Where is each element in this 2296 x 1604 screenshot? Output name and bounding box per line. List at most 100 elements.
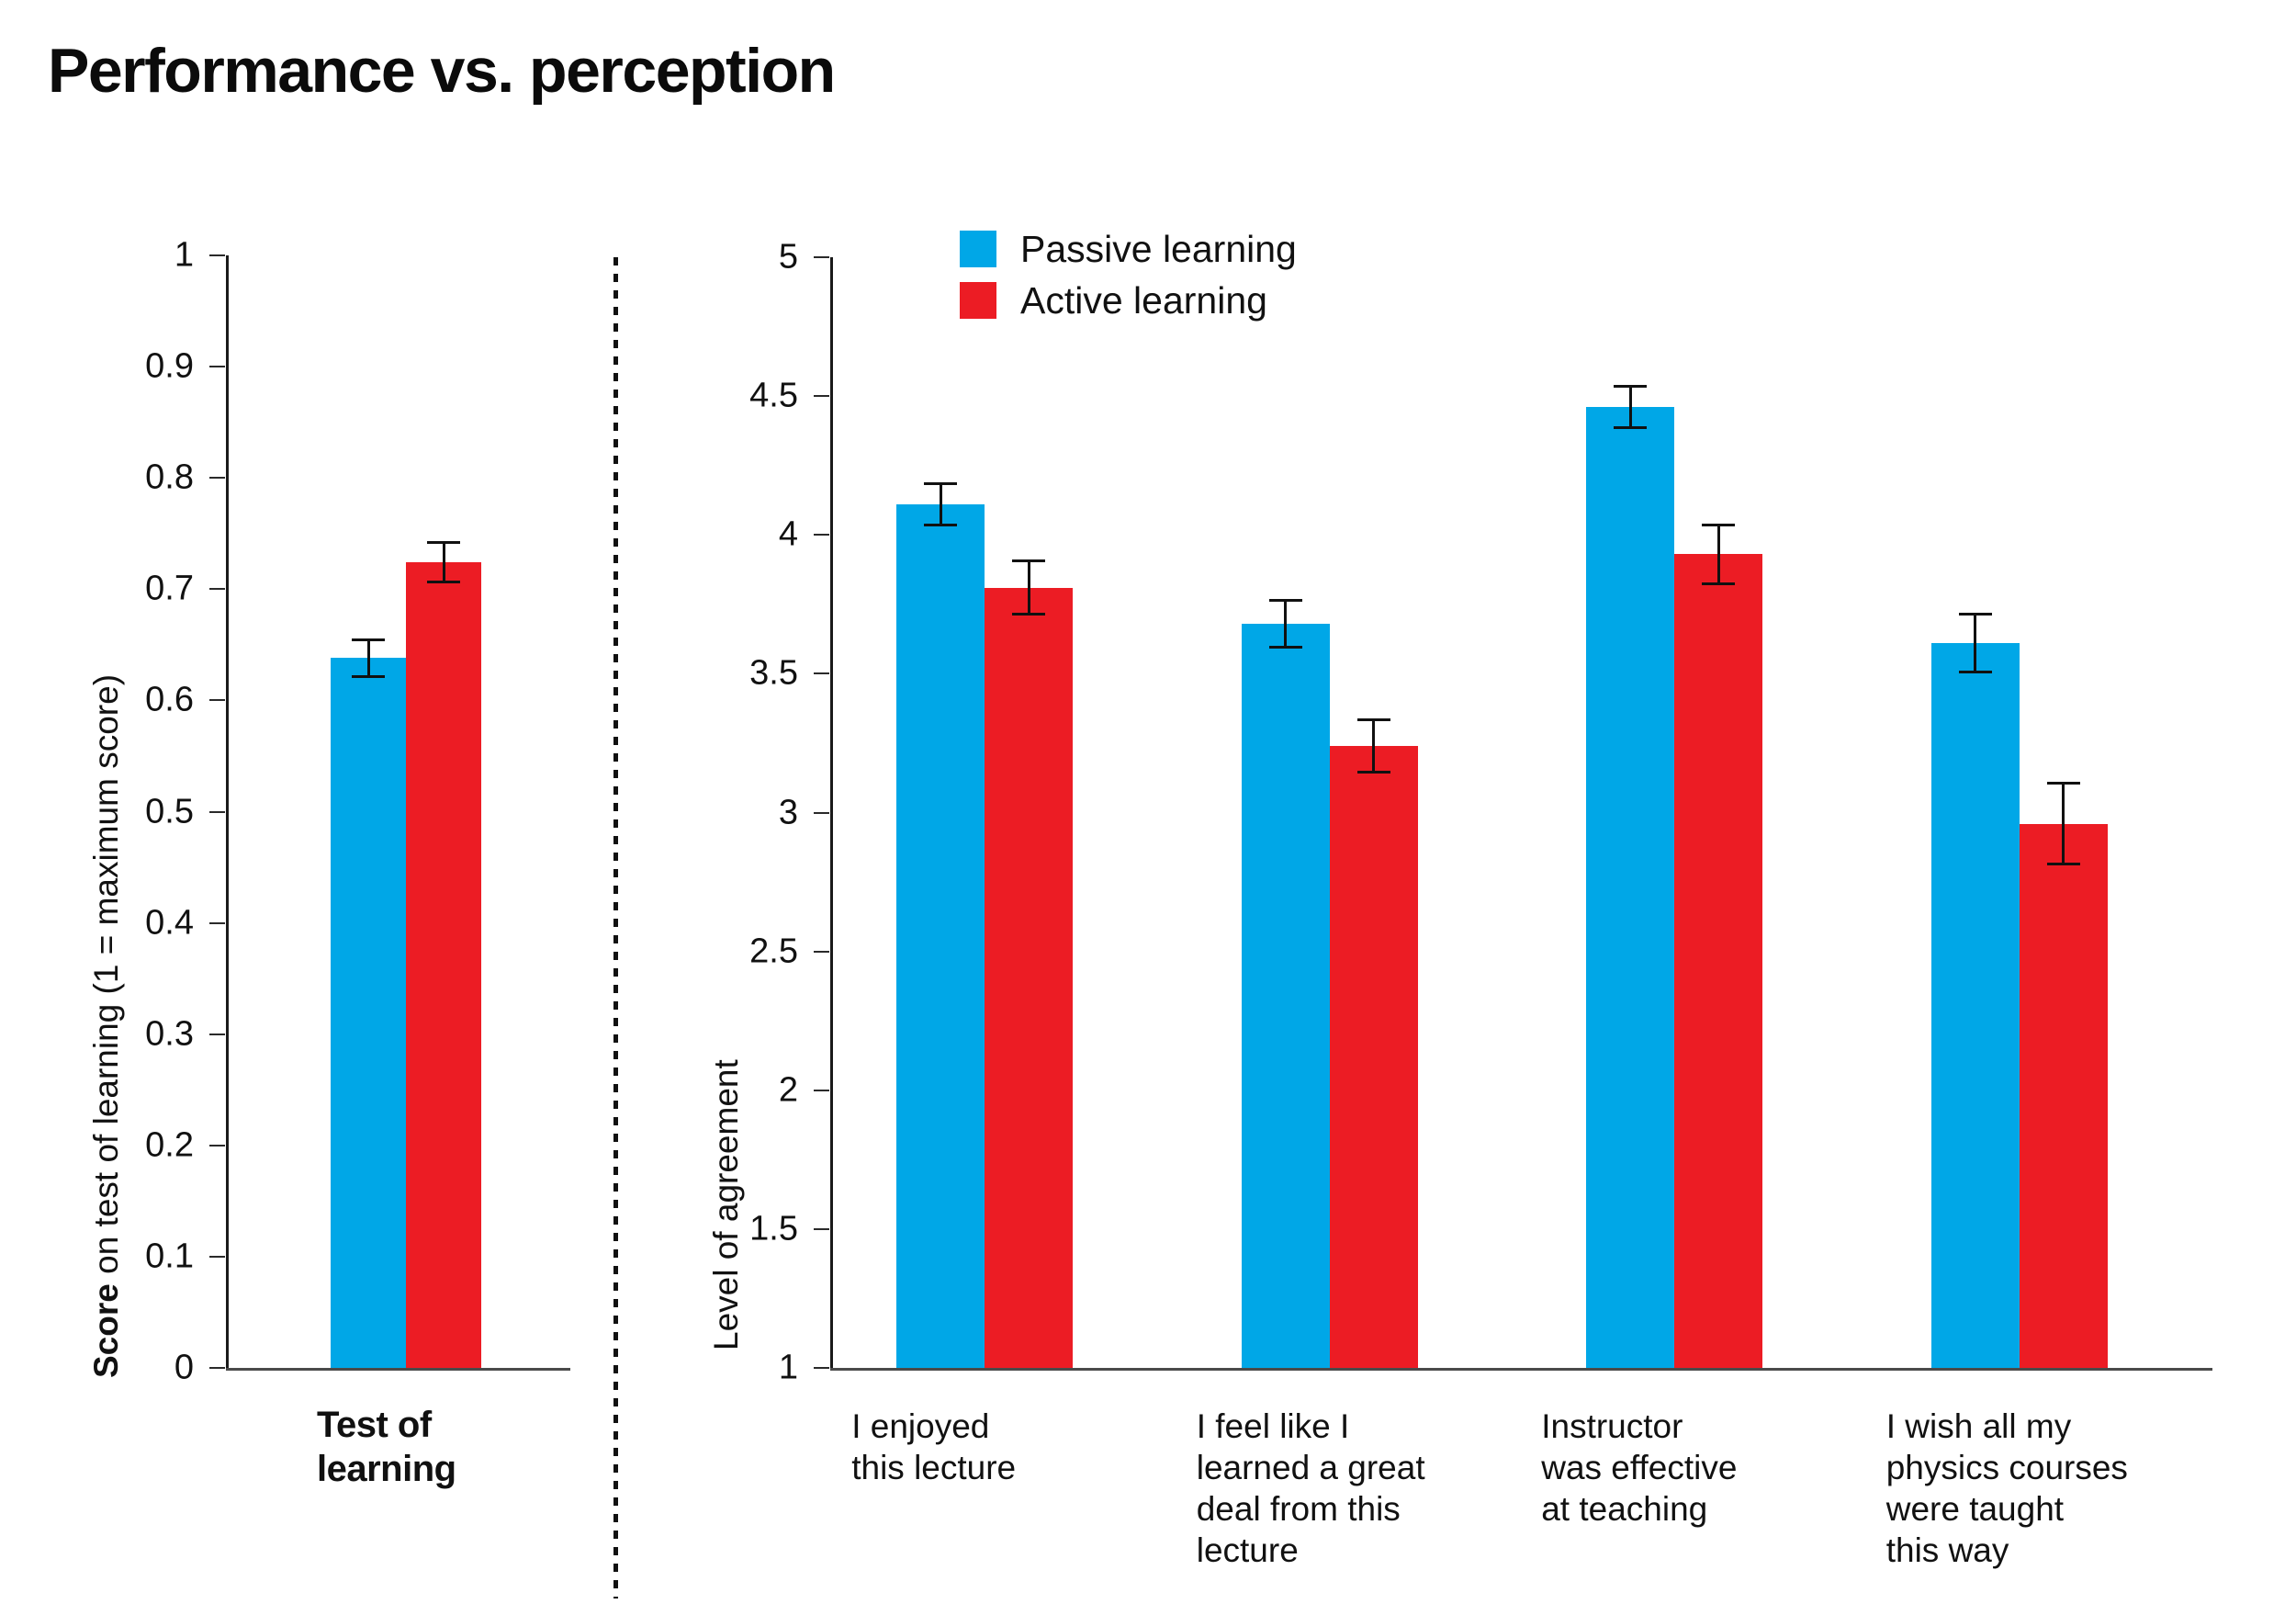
y-tick-mark (209, 477, 225, 480)
left-bar-group (229, 255, 570, 1368)
error-bar-cap-bottom (2046, 862, 2080, 865)
error-bar (1346, 717, 1401, 774)
y-tick-label: 2 (778, 1070, 798, 1110)
error-bar-cap-bottom (427, 581, 461, 584)
category-line: learned a great (1196, 1449, 1425, 1487)
y-tick-label: 0.7 (145, 569, 194, 608)
page-title: Performance vs. perception (48, 36, 836, 106)
error-bar-stem (1372, 717, 1376, 774)
error-bar-cap-bottom (924, 524, 958, 527)
y-tick-mark (209, 1033, 225, 1035)
error-bar-stem (2062, 782, 2065, 865)
y-tick-label: 0 (174, 1348, 194, 1387)
error-bar-stem (1974, 612, 1977, 674)
category-line: this lecture (851, 1449, 1017, 1487)
error-bar-cap-top (1614, 385, 1648, 389)
y-tick-mark (209, 366, 225, 368)
y-tick-mark (814, 1367, 829, 1369)
error-bar-stem (939, 481, 942, 527)
right-y-axis-line (830, 257, 833, 1371)
right-x-axis-line (830, 1368, 2212, 1371)
bar-active (1674, 554, 1763, 1368)
y-tick-mark (209, 1144, 225, 1147)
bar-active (985, 587, 1074, 1368)
error-bar (1258, 598, 1313, 650)
bar-passive (1586, 407, 1675, 1368)
y-tick-label: 1 (778, 1348, 798, 1387)
bar-active (2019, 823, 2108, 1368)
y-tick-mark (209, 699, 225, 702)
bar-passive (896, 504, 985, 1368)
left-y-axis-title-rest: on test of learning (1 = maximum score) (87, 673, 125, 1284)
legend-label-passive: Passive learning (1020, 227, 1297, 270)
y-tick-label: 1.5 (749, 1209, 798, 1248)
category-line: I enjoyed (851, 1407, 990, 1445)
left-y-axis-title-strong: Score (87, 1283, 125, 1378)
bar-passive (1241, 623, 1330, 1368)
y-tick-label: 3 (778, 793, 798, 831)
right-bar-group (833, 257, 2212, 1368)
y-tick-mark (209, 254, 225, 256)
panel-divider (613, 257, 618, 1598)
error-bar-cap-top (1356, 717, 1390, 721)
right-x-category-label: I enjoyed this lecture (851, 1406, 1154, 1488)
error-bar-cap-bottom (1958, 671, 1992, 674)
error-bar (913, 481, 968, 527)
bar-passive (331, 658, 407, 1368)
error-bar-cap-bottom (1012, 612, 1046, 616)
y-tick-mark (209, 1367, 225, 1369)
bar-active (406, 562, 482, 1368)
left-chart-panel: 0 0.1 0.2 0.3 0.4 0.5 0.6 0.7 0.8 0.9 1 Score on t… (0, 0, 643, 1604)
chart-legend: Passive learning Active learning (960, 228, 1297, 331)
category-line: was effective (1541, 1449, 1738, 1487)
legend-swatch-passive-icon (960, 231, 996, 267)
error-bar-cap-bottom (1268, 646, 1302, 650)
category-line: I wish all my (1885, 1407, 2072, 1445)
error-bar (1948, 612, 2003, 674)
error-bar (1603, 385, 1658, 430)
y-tick-mark (814, 950, 829, 953)
y-tick-label: 5 (778, 237, 798, 277)
bar-passive (1930, 643, 2020, 1368)
category-line: deal from this (1196, 1490, 1401, 1529)
error-bar-stem (1027, 559, 1030, 616)
left-x-category-line2: learning (317, 1449, 456, 1489)
y-tick-mark (814, 395, 829, 398)
category-line: were taught (1885, 1490, 2065, 1529)
error-bar-cap-top (352, 638, 386, 641)
error-bar-cap-bottom (1614, 426, 1648, 430)
category-line: at teaching (1541, 1490, 1708, 1529)
y-tick-label: 2.5 (749, 932, 798, 971)
error-bar-cap-top (1012, 559, 1046, 563)
y-tick-mark (814, 534, 829, 537)
y-tick-label: 0.4 (145, 903, 194, 943)
error-bar-cap-bottom (352, 675, 386, 679)
error-bar (341, 638, 396, 679)
error-bar-stem (366, 638, 370, 679)
left-x-axis-line (226, 1368, 570, 1371)
legend-item-passive[interactable]: Passive learning (960, 228, 1297, 270)
error-bar (416, 541, 471, 584)
error-bar-cap-top (1268, 598, 1302, 602)
y-tick-label: 0.1 (145, 1237, 194, 1276)
y-tick-label: 0.8 (145, 457, 194, 497)
error-bar-cap-top (924, 481, 958, 485)
y-tick-label: 0.3 (145, 1014, 194, 1054)
error-bar-stem (1284, 598, 1288, 650)
category-line: I feel like I (1196, 1407, 1350, 1445)
y-tick-label: 0.6 (145, 680, 194, 719)
category-line: this way (1885, 1531, 2009, 1570)
category-line: Instructor (1541, 1407, 1683, 1445)
y-tick-mark (814, 672, 829, 675)
y-tick-label: 0.2 (145, 1125, 194, 1165)
y-tick-mark (814, 1089, 829, 1091)
left-x-category-line1: Test of (317, 1405, 432, 1445)
right-y-axis-title: Level of agreement (707, 1059, 745, 1350)
legend-swatch-active-icon (960, 282, 996, 319)
legend-item-active[interactable]: Active learning (960, 279, 1297, 322)
error-bar (1691, 524, 1746, 585)
error-bar-cap-top (1958, 612, 1992, 616)
error-bar-stem (442, 541, 445, 584)
y-tick-label: 4 (778, 514, 798, 554)
